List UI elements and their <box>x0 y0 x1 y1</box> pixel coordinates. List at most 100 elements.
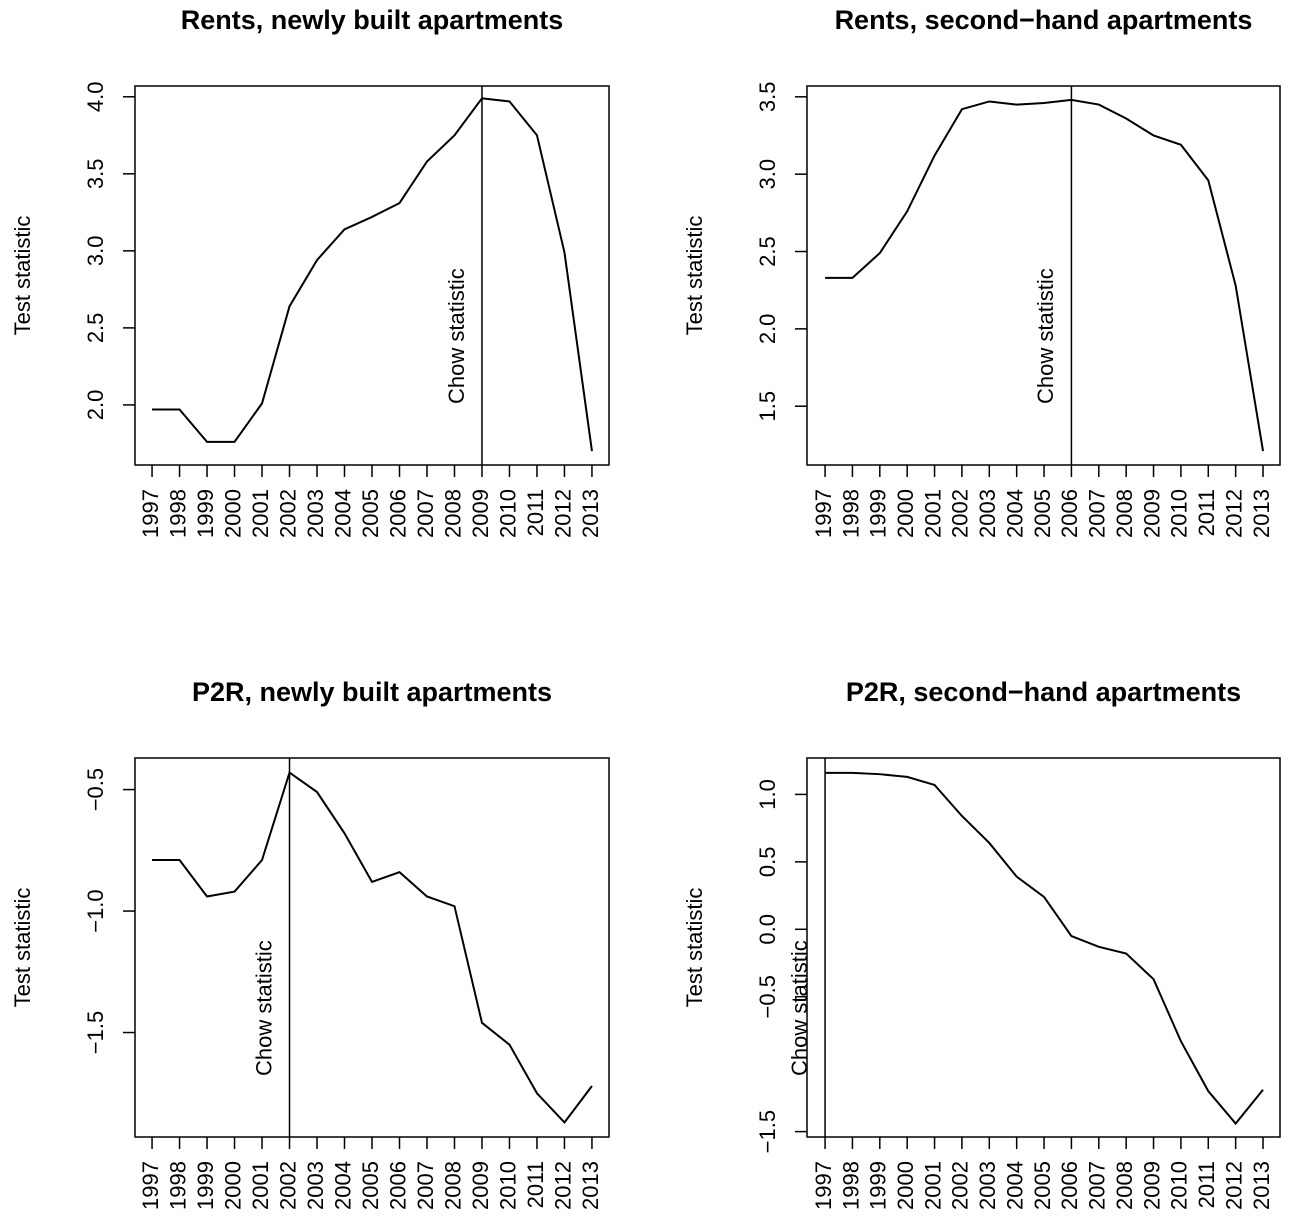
x-tick-label: 2013 <box>1249 489 1274 538</box>
x-tick-label: 2008 <box>1112 1161 1137 1210</box>
x-tick-label: 1999 <box>193 1161 218 1210</box>
panel: P2R, newly built apartments Test statisti… <box>10 677 610 1210</box>
data-line <box>152 97 593 452</box>
y-axis-label: Test statistic <box>682 216 707 336</box>
x-tick-label: 2011 <box>1194 1161 1219 1208</box>
x-tick-label: 2004 <box>330 1161 355 1210</box>
y-tick-label: 4.0 <box>83 81 108 112</box>
x-tick-label: 2007 <box>413 489 438 538</box>
y-tick-label: 2.5 <box>83 313 108 344</box>
y-tick-label: 3.5 <box>83 159 108 190</box>
y-tick-label: −1.5 <box>755 1110 780 1153</box>
x-tick-label: 2010 <box>495 489 520 538</box>
x-tick-label: 2011 <box>1194 489 1219 536</box>
y-axis-label: Test statistic <box>10 888 35 1008</box>
x-tick-label: 2012 <box>550 1161 575 1210</box>
x-tick-label: 2000 <box>220 489 245 538</box>
x-tick-label: 1999 <box>866 1161 891 1210</box>
chow-label: Chow statistic <box>251 940 276 1076</box>
x-tick-label: 2000 <box>893 1161 918 1210</box>
chart-title: Rents, newly built apartments <box>181 5 564 35</box>
x-tick-label: 2007 <box>413 1161 438 1210</box>
x-tick-label: 2004 <box>1002 1161 1027 1210</box>
y-tick-label: 2.0 <box>755 314 780 345</box>
y-tick-label: −1.5 <box>83 1011 108 1054</box>
x-tick-label: 2004 <box>330 489 355 538</box>
x-tick-label: 2002 <box>275 1161 300 1210</box>
x-tick-label: 2004 <box>1002 489 1027 538</box>
x-tick-label: 2009 <box>468 1161 493 1210</box>
x-tick-label: 2005 <box>358 1161 383 1210</box>
x-tick-label: 2012 <box>550 489 575 538</box>
panel: Rents, newly built apartments Test statis… <box>10 5 610 538</box>
x-tick-label: 2013 <box>1249 1161 1274 1210</box>
chow-label: Chow statistic <box>1033 268 1058 404</box>
y-tick-label: 1.5 <box>755 391 780 422</box>
data-line <box>825 771 1264 1126</box>
y-tick-label: 0.0 <box>755 914 780 945</box>
x-tick-label: 2011 <box>523 489 548 536</box>
x-tick-label: 2006 <box>1057 1161 1082 1210</box>
data-line <box>825 98 1265 452</box>
x-tick-label: 1998 <box>165 1161 190 1210</box>
x-tick-label: 2009 <box>468 489 493 538</box>
x-tick-label: 2006 <box>385 1161 410 1210</box>
y-axis-label: Test statistic <box>10 216 35 336</box>
x-tick-label: 2003 <box>975 489 1000 538</box>
y-tick-label: 0.5 <box>755 847 780 878</box>
x-tick-label: 2003 <box>303 1161 328 1210</box>
panel: P2R, second−hand apartments Test statisti… <box>682 677 1281 1210</box>
x-tick-label: 1999 <box>193 489 218 538</box>
x-tick-label: 2007 <box>1085 489 1110 538</box>
x-tick-label: 2001 <box>248 489 273 538</box>
x-tick-label: 2010 <box>1167 489 1192 538</box>
y-axis-label: Test statistic <box>682 888 707 1008</box>
y-tick-label: 1.0 <box>755 779 780 810</box>
panel: Rents, second−hand apartments Test statis… <box>682 5 1281 538</box>
y-tick-label: 3.5 <box>755 82 780 113</box>
x-tick-label: 1999 <box>866 489 891 538</box>
x-tick-label: 2006 <box>1057 489 1082 538</box>
chart-title: Rents, second−hand apartments <box>835 5 1253 35</box>
chart-title: P2R, second−hand apartments <box>846 677 1241 707</box>
x-tick-label: 1997 <box>811 489 836 538</box>
chart-title: P2R, newly built apartments <box>192 677 552 707</box>
y-tick-label: −0.5 <box>83 768 108 811</box>
x-tick-label: 2009 <box>1139 489 1164 538</box>
x-tick-label: 2008 <box>440 1161 465 1210</box>
x-tick-label: 2010 <box>1167 1161 1192 1210</box>
x-tick-label: 1998 <box>838 1161 863 1210</box>
x-tick-label: 2012 <box>1221 1161 1246 1210</box>
x-tick-label: 1997 <box>811 1161 836 1210</box>
x-tick-label: 2013 <box>578 489 603 538</box>
y-tick-label: 2.5 <box>755 236 780 267</box>
chow-label: Chow statistic <box>787 940 812 1076</box>
chow-label: Chow statistic <box>444 268 469 404</box>
x-tick-label: 2006 <box>385 489 410 538</box>
y-tick-label: −0.5 <box>755 975 780 1018</box>
x-tick-label: 2001 <box>920 489 945 538</box>
plot-frame <box>134 757 610 1138</box>
x-tick-label: 2012 <box>1221 489 1246 538</box>
x-tick-label: 1998 <box>838 489 863 538</box>
x-tick-label: 2008 <box>440 489 465 538</box>
x-tick-label: 2001 <box>248 1161 273 1210</box>
x-tick-label: 2009 <box>1139 1161 1164 1210</box>
x-tick-label: 2002 <box>275 489 300 538</box>
y-tick-label: 3.0 <box>755 159 780 190</box>
x-tick-label: 2010 <box>495 1161 520 1210</box>
x-tick-label: 1997 <box>138 1161 163 1210</box>
y-tick-label: −1.0 <box>83 889 108 932</box>
x-tick-label: 2008 <box>1112 489 1137 538</box>
x-tick-label: 2000 <box>893 489 918 538</box>
x-tick-label: 2002 <box>948 489 973 538</box>
x-tick-label: 2003 <box>975 1161 1000 1210</box>
x-tick-label: 2003 <box>303 489 328 538</box>
x-tick-label: 2005 <box>1030 1161 1055 1210</box>
x-tick-label: 2011 <box>523 1161 548 1208</box>
x-tick-label: 2002 <box>948 1161 973 1210</box>
plot-frame <box>806 757 1281 1138</box>
x-tick-label: 1997 <box>138 489 163 538</box>
x-tick-label: 1998 <box>165 489 190 538</box>
